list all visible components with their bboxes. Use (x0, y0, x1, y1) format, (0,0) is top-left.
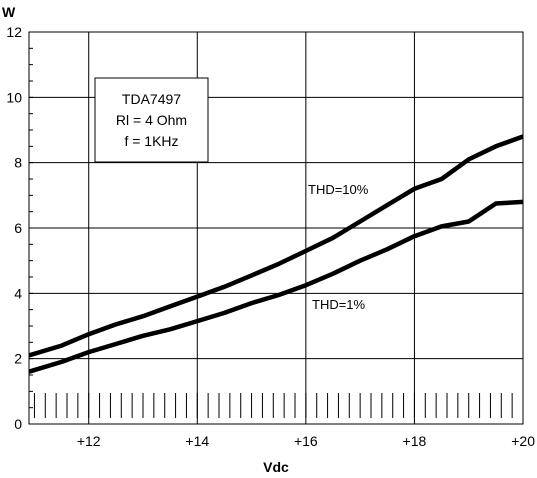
y-tick-label-5: 10 (6, 89, 22, 105)
x-tick-label-1: +14 (185, 433, 209, 449)
series-label-thd-10: THD=10% (308, 182, 369, 197)
y-axis-label: W (2, 4, 16, 20)
info-box-line-2: Rl = 4 Ohm (116, 112, 187, 128)
y-tick-label-3: 6 (14, 220, 22, 236)
series-line-1 (28, 199, 524, 374)
x-tick-label-2: +16 (294, 433, 318, 449)
y-tick-label-0: 0 (14, 416, 22, 432)
tick-marks (29, 31, 524, 425)
info-box-line-1: TDA7497 (122, 91, 181, 107)
x-tick-label-0: +12 (77, 433, 101, 449)
info-box-frame (94, 77, 209, 163)
series-label-thd-1: THD=1% (312, 297, 366, 312)
x-tick-label-4: +20 (511, 433, 535, 449)
y-tick-label-2: 4 (14, 285, 22, 301)
series-layer (28, 134, 524, 374)
info-box: TDA7497 Rl = 4 Ohm f = 1KHz (94, 77, 209, 163)
info-box-line-3: f = 1KHz (124, 133, 178, 149)
y-tick-label-6: 12 (6, 24, 22, 40)
labels-layer: 0 2 4 6 8 10 12 +12 +14 +16 +18 +20 (6, 24, 535, 449)
y-tick-label-1: 2 (14, 351, 22, 367)
x-tick-label-3: +18 (403, 433, 427, 449)
x-axis-label: Vdc (263, 459, 289, 475)
series-line-0 (28, 134, 524, 358)
y-tick-label-4: 8 (14, 155, 22, 171)
